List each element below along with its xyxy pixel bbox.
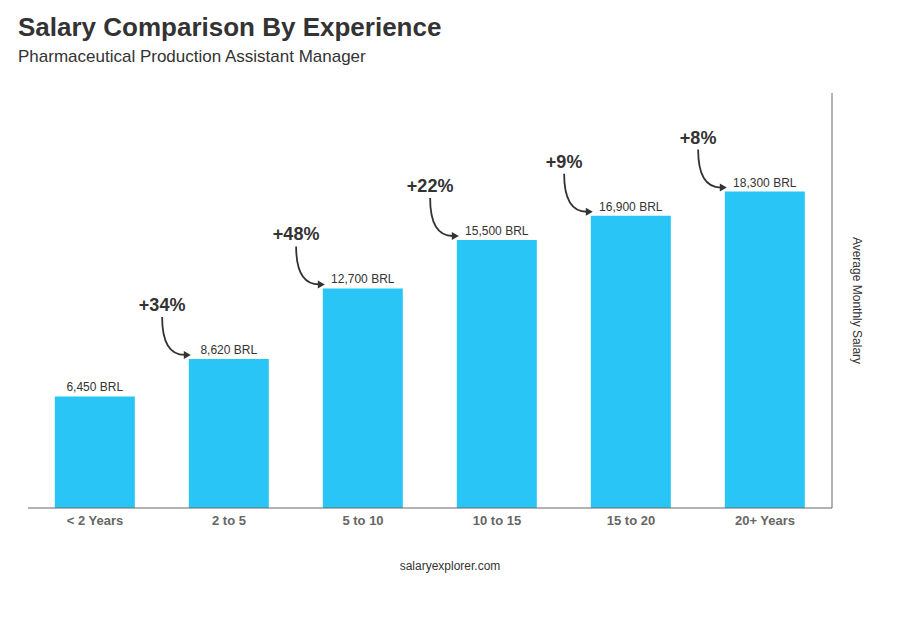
html-text:salaryexplorer.com: salaryexplorer.com [399, 559, 501, 573]
html-text:Pharmaceutical Production Assi: Pharmaceutical Production Assistant Mana… [18, 47, 366, 66]
svg-text:20+ Years: 20+ Years [735, 513, 795, 528]
svg-text:2 to 5: 2 to 5 [212, 513, 246, 528]
svg-text:18,300 BRL: 18,300 BRL [733, 176, 797, 190]
svg-text:+34%: +34% [139, 295, 186, 315]
svg-text:10 to 15: 10 to 15 [473, 513, 521, 528]
svg-text:+22%: +22% [407, 176, 454, 196]
svg-text:15,500 BRL: 15,500 BRL [465, 224, 529, 238]
svg-text:16,900 BRL: 16,900 BRL [599, 200, 663, 214]
svg-text:6,450 BRL: 6,450 BRL [66, 380, 123, 394]
svg-text:< 2 Years: < 2 Years [67, 513, 124, 528]
svg-text:+48%: +48% [273, 224, 320, 244]
svg-text:12,700 BRL: 12,700 BRL [331, 272, 395, 286]
svg-text:5 to 10: 5 to 10 [342, 513, 383, 528]
html-text:Salary Comparison By Experienc: Salary Comparison By Experience [18, 12, 442, 42]
svg-text:+9%: +9% [546, 152, 583, 172]
svg-text:Average Monthly Salary: Average Monthly Salary [850, 237, 864, 364]
svg-text:8,620 BRL: 8,620 BRL [200, 343, 257, 357]
svg-text:15 to 20: 15 to 20 [607, 513, 655, 528]
svg-text:+8%: +8% [680, 128, 717, 148]
